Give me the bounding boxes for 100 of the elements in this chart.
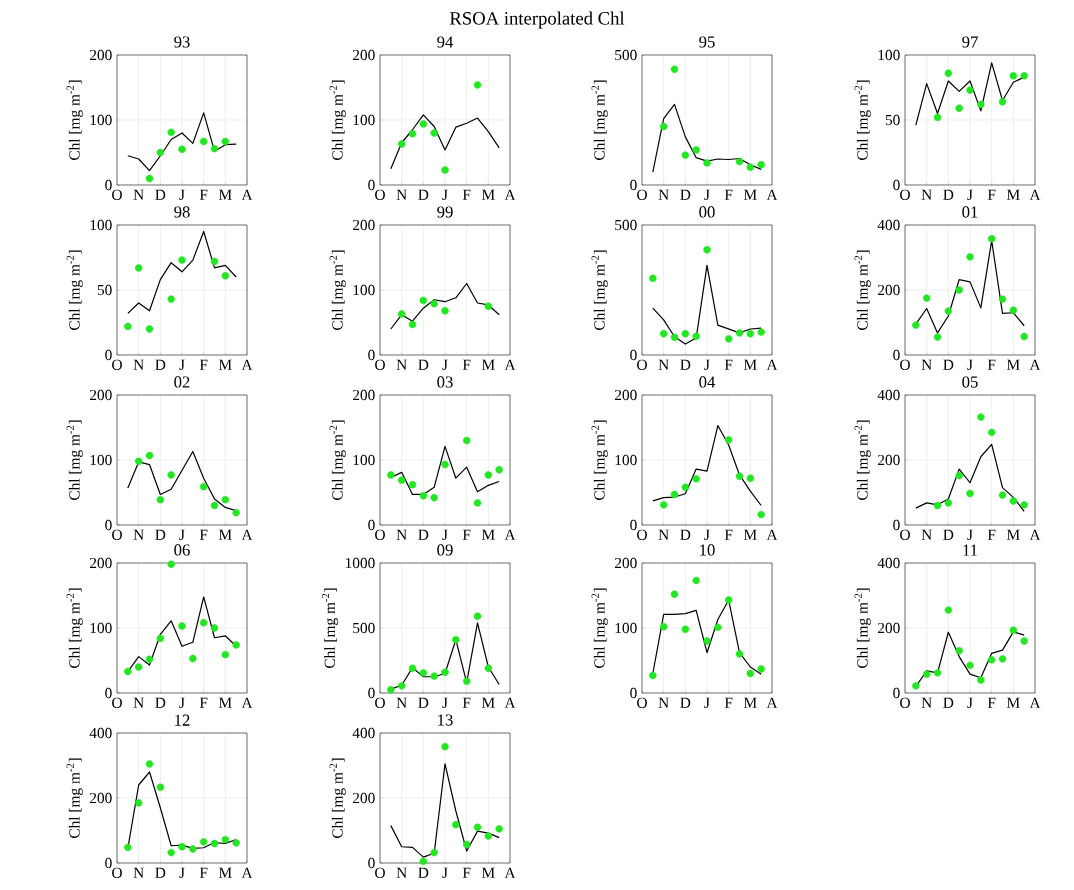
- x-tick-label: F: [724, 189, 733, 200]
- point: [484, 471, 493, 479]
- y-tick-label: 100: [90, 622, 112, 634]
- chart-title: 97: [962, 36, 978, 48]
- point: [462, 677, 471, 686]
- chart-title: 05: [962, 376, 978, 388]
- x-tick-label: A: [766, 697, 778, 708]
- line-series: [390, 282, 500, 330]
- y-tick-label: 400: [89, 727, 112, 739]
- y-tick-label: 0: [105, 349, 112, 361]
- point: [156, 148, 165, 157]
- point: [1009, 72, 1018, 80]
- point: [408, 129, 417, 138]
- point: [473, 823, 482, 831]
- point: [1020, 637, 1028, 645]
- x-tick-label: J: [967, 697, 973, 708]
- point: [649, 671, 657, 680]
- x-tick-label: D: [418, 697, 429, 708]
- y-tick-label: 200: [614, 389, 637, 401]
- x-tick-label: A: [504, 697, 516, 708]
- y-tick-label: 0: [893, 519, 900, 531]
- point: [681, 625, 690, 634]
- point: [134, 264, 143, 272]
- point: [746, 669, 755, 678]
- x-tick-label: O: [637, 359, 647, 371]
- x-tick-label: A: [1029, 359, 1041, 370]
- point: [735, 472, 744, 480]
- y-tick-label: 200: [877, 454, 900, 466]
- point: [430, 672, 438, 680]
- x-tick-label: N: [133, 867, 144, 878]
- y-axis-title: Chl [mg m$^{-2}$]: [66, 588, 83, 668]
- point: [134, 663, 143, 671]
- y-axis-title: Chl [mg m$^{-2}$]: [329, 250, 346, 330]
- y-tick-label: 500: [615, 49, 637, 61]
- point: [221, 271, 230, 280]
- x-tick-label: M: [481, 189, 495, 200]
- text: RSOA interpolated Chl: [449, 11, 625, 29]
- x-tick-label: J: [704, 529, 710, 540]
- y-tick-label: 0: [105, 687, 112, 699]
- x-tick-label: O: [900, 529, 910, 541]
- point: [408, 480, 417, 489]
- x-tick-label: F: [462, 189, 471, 200]
- point: [189, 654, 197, 663]
- x-tick-label: D: [155, 867, 166, 878]
- x-tick-label: F: [462, 529, 471, 540]
- point: [419, 857, 428, 866]
- point: [419, 492, 428, 500]
- y-tick-label: 200: [352, 792, 375, 804]
- y-axis-title: Chl [mg m$^{-2}$]: [66, 250, 83, 330]
- y-tick-label: 500: [353, 622, 375, 634]
- point: [933, 669, 942, 677]
- point: [1009, 497, 1018, 505]
- point: [922, 670, 931, 678]
- x-tick-label: J: [704, 189, 710, 200]
- point: [189, 845, 197, 853]
- point: [452, 820, 460, 829]
- y-tick-label: 0: [630, 519, 637, 531]
- point: [145, 325, 154, 333]
- y-tick-label: 0: [893, 349, 900, 361]
- x-tick-label: J: [704, 697, 710, 708]
- x-tick-label: F: [199, 697, 208, 708]
- point: [145, 174, 154, 183]
- y-tick-label: 0: [630, 349, 637, 361]
- line-series: [390, 114, 500, 170]
- y-axis-title: Chl [mg m$^{-2}$]: [854, 250, 871, 330]
- point: [659, 329, 668, 338]
- y-tick-label: 200: [89, 389, 112, 401]
- y-tick-label: 1000: [345, 557, 375, 569]
- y-tick-label: 400: [352, 727, 375, 739]
- x-tick-label: M: [218, 697, 232, 708]
- point: [495, 825, 503, 833]
- point: [397, 682, 406, 690]
- x-tick-label: M: [481, 697, 495, 708]
- point: [944, 307, 953, 315]
- point: [944, 606, 953, 614]
- x-tick-label: M: [743, 529, 757, 540]
- point: [199, 137, 208, 146]
- point: [757, 160, 765, 169]
- point: [757, 328, 765, 336]
- point: [441, 166, 449, 174]
- point: [1009, 626, 1018, 635]
- line-series: [127, 112, 237, 172]
- point: [430, 129, 438, 137]
- point: [178, 843, 186, 851]
- point: [724, 436, 733, 444]
- x-tick-label: F: [724, 529, 733, 540]
- line-series: [652, 424, 762, 507]
- x-tick-label: O: [112, 189, 122, 201]
- point: [221, 835, 230, 844]
- point: [1020, 72, 1028, 80]
- point: [670, 590, 679, 598]
- y-axis-title: Chl [mg m$^{-2}$]: [591, 250, 608, 330]
- chart-title: 09: [437, 544, 453, 556]
- point: [955, 471, 963, 480]
- x-tick-label: J: [442, 529, 448, 540]
- y-tick-label: 200: [614, 557, 637, 569]
- x-tick-label: F: [987, 697, 996, 708]
- y-tick-label: 0: [368, 179, 375, 191]
- chart-title: 03: [437, 376, 453, 388]
- x-tick-label: O: [375, 189, 385, 201]
